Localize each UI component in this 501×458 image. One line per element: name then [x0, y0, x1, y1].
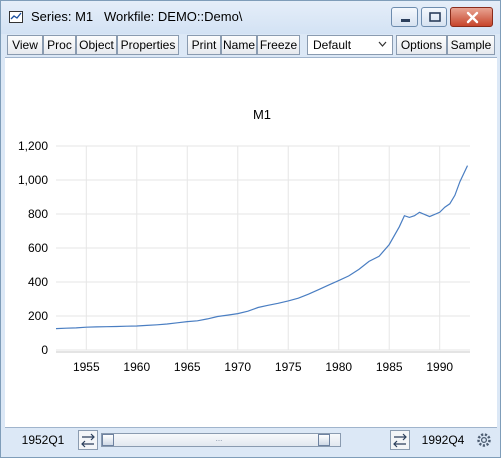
y-tick-label: 1,200 — [18, 139, 48, 153]
y-tick-label: 0 — [41, 343, 48, 357]
y-tick-label: 1,000 — [18, 173, 48, 187]
properties-button[interactable]: Properties — [117, 35, 179, 55]
freeze-button[interactable]: Freeze — [257, 35, 300, 55]
swap-arrows-icon[interactable] — [78, 430, 98, 450]
chart-series — [55, 165, 469, 330]
window-title: Series: M1 Workfile: DEMO::Demo\ — [31, 9, 243, 24]
view-select-value: Default — [313, 38, 352, 52]
slider-end-thumb[interactable] — [318, 434, 330, 446]
chart-title: M1 — [253, 107, 271, 122]
maximize-button[interactable] — [421, 7, 447, 27]
object-button[interactable]: Object — [76, 35, 117, 55]
x-tick-label: 1965 — [174, 360, 201, 374]
options-button[interactable]: Options — [396, 35, 447, 55]
y-tick-label: 800 — [28, 207, 48, 221]
sample-end-date: 1992Q4 — [421, 433, 465, 447]
x-tick-label: 1960 — [123, 360, 150, 374]
sample-start-date: 1952Q1 — [21, 433, 65, 447]
proc-button[interactable]: Proc — [43, 35, 76, 55]
y-tick-label: 400 — [28, 275, 48, 289]
sample-range-slider[interactable]: ... — [101, 433, 341, 447]
gear-icon[interactable] — [475, 431, 493, 449]
y-tick-label: 600 — [28, 241, 48, 255]
x-tick-label: 1985 — [376, 360, 403, 374]
print-button[interactable]: Print — [187, 35, 221, 55]
view-select[interactable]: Default — [307, 35, 393, 55]
slider-start-thumb[interactable] — [102, 434, 114, 446]
sample-button[interactable]: Sample — [447, 35, 495, 55]
close-icon — [466, 11, 479, 24]
toolbar: View Proc Object Properties Print Name F… — [5, 34, 497, 56]
x-tick-label: 1955 — [73, 360, 100, 374]
chart-grid — [56, 145, 470, 351]
swap-arrows-icon-right[interactable] — [390, 430, 410, 450]
slider-grip: ... — [215, 434, 223, 443]
view-button[interactable]: View — [7, 35, 43, 55]
chevron-down-icon — [378, 41, 387, 47]
x-tick-label: 1975 — [275, 360, 302, 374]
line-chart: 0 200 400 600 800 1,000 1,200 1955 1960 1965 1970 1… — [18, 107, 470, 374]
chart-axes: 0 200 400 600 800 1,000 1,200 1955 1960 1965 1970 1… — [18, 139, 470, 374]
x-tick-label: 1970 — [224, 360, 251, 374]
title-bar[interactable]: Series: M1 Workfile: DEMO::Demo\ — [1, 1, 500, 34]
x-tick-label: 1990 — [426, 360, 453, 374]
series-window-icon — [9, 11, 23, 23]
x-tick-label: 1980 — [325, 360, 352, 374]
y-tick-label: 200 — [28, 309, 48, 323]
close-button[interactable] — [450, 7, 493, 27]
name-button[interactable]: Name — [221, 35, 257, 55]
graph-area[interactable]: 0 200 400 600 800 1,000 1,200 1955 1960 1965 1970 1… — [5, 57, 497, 428]
series-line-m1 — [55, 165, 469, 330]
minimize-button[interactable] — [391, 7, 418, 27]
status-bar: 1952Q1 ... 1992Q4 — [5, 428, 497, 452]
